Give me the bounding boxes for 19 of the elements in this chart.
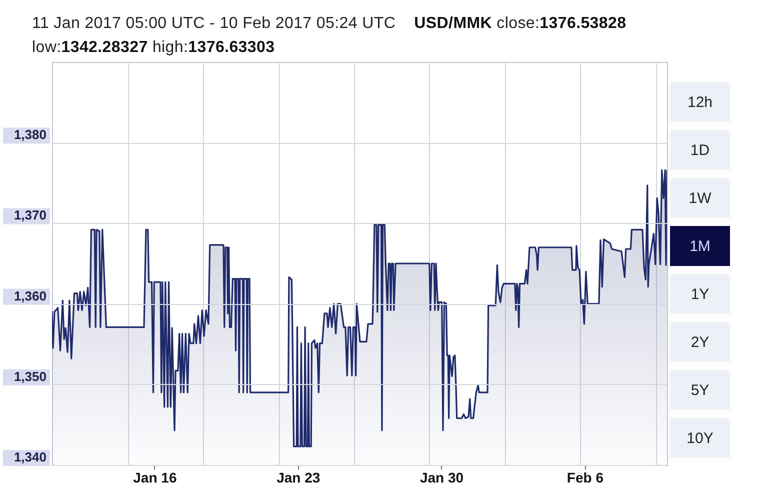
range-button[interactable]: 2Y [670, 322, 730, 362]
y-tick-label: 1,350 [14, 368, 46, 384]
y-tick-label: 1,340 [14, 450, 46, 464]
x-tick-label: Jan 23 [276, 470, 320, 486]
range-button[interactable]: 1Y [670, 274, 730, 314]
range-button[interactable]: 12h [670, 82, 730, 122]
range-button[interactable]: 10Y [670, 418, 730, 458]
range-button[interactable]: 1W [670, 178, 730, 218]
range-button[interactable]: 5Y [670, 370, 730, 410]
x-tick-label: Feb 6 [566, 470, 604, 486]
x-tick-label: Jan 16 [133, 470, 177, 486]
y-tick-label: 1,380 [14, 127, 46, 142]
x-tick-label: Jan 30 [420, 470, 464, 486]
y-tick-label: 1,360 [14, 288, 46, 304]
y-tick-label: 1,370 [14, 208, 46, 223]
chart-title: 11 Jan 2017 05:00 UTC - 10 Feb 2017 05:24 UTC USD/MMK close:1376.53828 [32, 14, 626, 34]
chart-subtitle: low:1342.28327 high:1376.63303 [32, 38, 276, 58]
range-button[interactable]: 1D [670, 130, 730, 170]
range-button[interactable]: 1M [670, 226, 730, 266]
